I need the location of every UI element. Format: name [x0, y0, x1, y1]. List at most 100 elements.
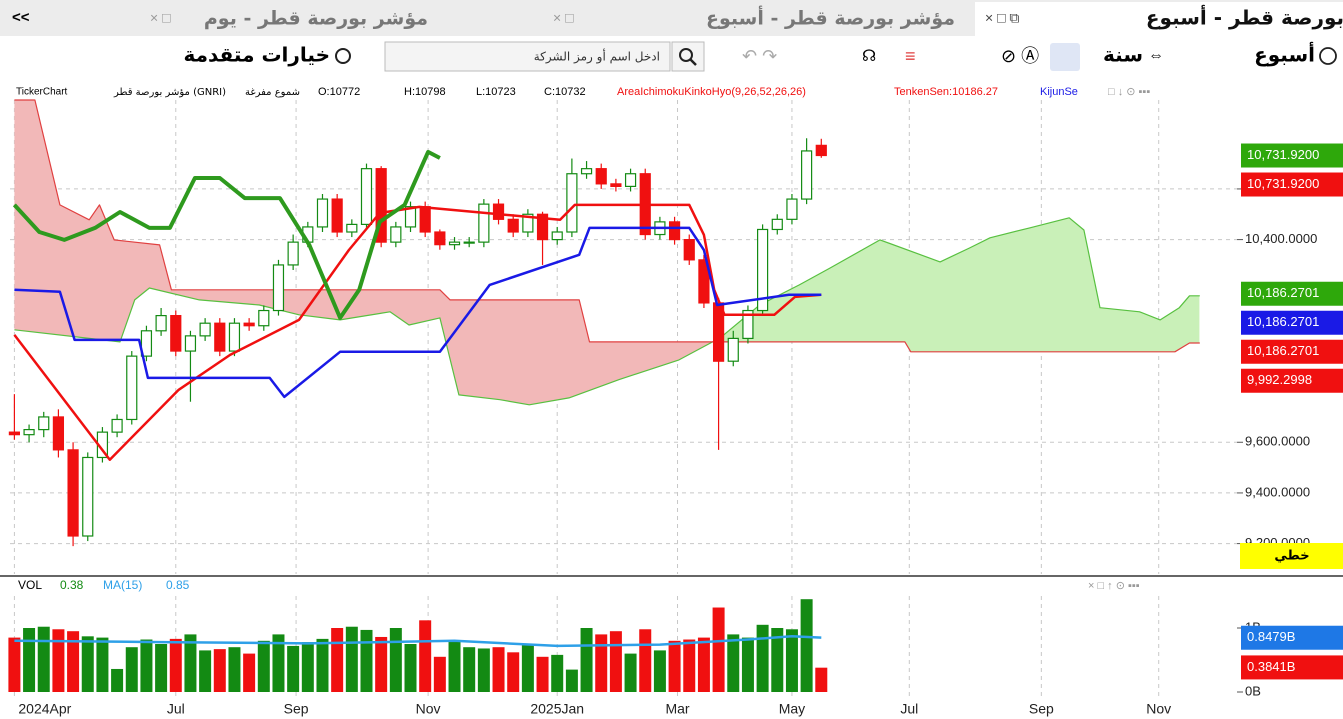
legend-source: TickerChart: [16, 87, 68, 98]
candle-body: [272, 264, 285, 312]
price-label-text: 0.8479B: [1247, 629, 1295, 644]
tab-title[interactable]: مؤشر بورصة قطر - أسبوع: [706, 6, 955, 30]
legend-indicator: AreaIchimokuKinkoHyo(9,26,52,26,26): [617, 86, 806, 98]
volume-bar: [565, 669, 578, 692]
active-tab[interactable]: [975, 2, 1343, 36]
tab-title[interactable]: مؤشر بورصة قطر - أسبوع: [1146, 4, 1343, 30]
tab-controls[interactable]: × □: [150, 10, 171, 26]
toolbar-icon[interactable]: ≡: [905, 46, 916, 66]
period-week-button[interactable]: أسبوع: [1254, 41, 1315, 67]
volume-bar: [683, 639, 696, 692]
candle-body: [140, 330, 153, 357]
price-label: [1241, 310, 1343, 335]
x-tick-label: Jul: [167, 701, 185, 717]
volume-bar: [433, 656, 446, 692]
volume-bar: [155, 644, 168, 692]
volume-bar: [668, 640, 681, 692]
volume-bar: [521, 644, 534, 692]
y-tick-label: 9,600.0000: [1245, 434, 1310, 449]
volume-bar: [463, 647, 476, 692]
volume-bar: [345, 626, 358, 692]
candle-body: [757, 228, 769, 312]
pane-controls[interactable]: □ ↓ ⊙ ▪▪▪: [1108, 86, 1150, 98]
legend-low: L:10723: [476, 86, 516, 98]
candle-body: [771, 218, 783, 231]
pane-controls[interactable]: [1102, 84, 1212, 100]
volume-bar: [301, 642, 314, 692]
toolbar-icon[interactable]: ↶ ↷: [742, 46, 777, 66]
volume-bar: [507, 652, 520, 692]
volume-bar: [243, 653, 256, 692]
pane-controls[interactable]: × □ ↑ ⊙ ▪▪▪: [1088, 580, 1140, 592]
candle-body: [492, 203, 505, 220]
chart: 2024Apr Jul Sep Nov 2025Jan Mar May Jul Sep Nov 10…: [8, 99, 1343, 717]
candle-body: [38, 416, 50, 431]
volume-bar: [624, 653, 637, 692]
candle-body: [595, 168, 607, 185]
volume-bar: [389, 628, 402, 692]
volume-bar: [595, 634, 608, 692]
toolbar-icon[interactable]: ⊘ Ⓐ: [1001, 46, 1039, 66]
toolbar-icon[interactable]: ☊: [862, 48, 876, 65]
gear-icon[interactable]: [335, 48, 351, 64]
x-tick-label: Jul: [900, 701, 918, 717]
tab-title[interactable]: مؤشر بورصة قطر - يوم: [204, 8, 428, 30]
volume-bar: [184, 634, 197, 692]
volume-bar: [316, 638, 329, 692]
x-tick-label: Nov: [416, 701, 441, 717]
price-label-text: 10,186.2701: [1247, 285, 1319, 300]
candle-body: [170, 315, 182, 352]
vol-ma-value: 0.85: [166, 578, 190, 592]
tab-scroll[interactable]: <<: [12, 9, 30, 26]
volume-bar: [697, 637, 710, 692]
volume-bar: [609, 631, 622, 692]
search-icon: [679, 48, 693, 62]
price-label: [1241, 655, 1343, 680]
price-label: [1241, 143, 1343, 168]
candle-body: [801, 150, 813, 200]
x-tick-label: 2025Jan: [530, 701, 584, 717]
candle-body: [67, 449, 79, 537]
volume-bar: [771, 628, 784, 692]
candle-body: [507, 218, 519, 233]
candle-body: [199, 322, 211, 337]
draw-tool[interactable]: [1050, 43, 1080, 71]
advanced-options[interactable]: خيارات متقدمة: [183, 43, 330, 67]
scale-mode-label[interactable]: خطي: [1274, 549, 1309, 564]
volume-bar: [8, 637, 21, 692]
candle-body: [727, 337, 739, 362]
volume-bar: [756, 624, 769, 692]
price-label-text: 10,186.2701: [1247, 314, 1319, 329]
candle-body: [155, 315, 167, 332]
price-label: [1241, 172, 1343, 197]
volume-bar: [111, 668, 124, 692]
scale-mode[interactable]: [1240, 543, 1343, 569]
search-box[interactable]: [384, 41, 671, 72]
candle-body: [258, 309, 270, 327]
candle-body: [668, 221, 681, 241]
candle-body: [287, 241, 299, 266]
range-icon[interactable]: ⇔: [1148, 47, 1164, 64]
tab-controls[interactable]: × □: [553, 10, 574, 26]
volume-bar: [67, 631, 80, 692]
tab-controls[interactable]: × □ ⧉: [985, 10, 1019, 26]
volume-bar: [536, 656, 549, 692]
volume-bar: [96, 637, 109, 692]
candle-body: [448, 241, 461, 246]
clock-icon[interactable]: [1319, 47, 1337, 65]
indicator-line: [14, 635, 822, 648]
indicator-line: [12, 149, 441, 320]
search-button[interactable]: [671, 41, 705, 72]
indicator-line: [13, 203, 822, 461]
legend-tenkan: TenkenSen:10186.27: [894, 86, 998, 98]
search-placeholder[interactable]: ادخل اسم أو رمز الشركة: [534, 49, 660, 65]
indicator-line: [14, 99, 1200, 353]
y-tick-label: 10,400.0000: [1245, 231, 1317, 246]
volume-bar: [639, 629, 652, 692]
volume-bar: [213, 649, 226, 692]
period-year-button[interactable]: سنة: [1103, 43, 1143, 67]
candle-body: [375, 168, 387, 243]
candle-body: [331, 198, 343, 233]
volume-bar: [228, 647, 241, 692]
